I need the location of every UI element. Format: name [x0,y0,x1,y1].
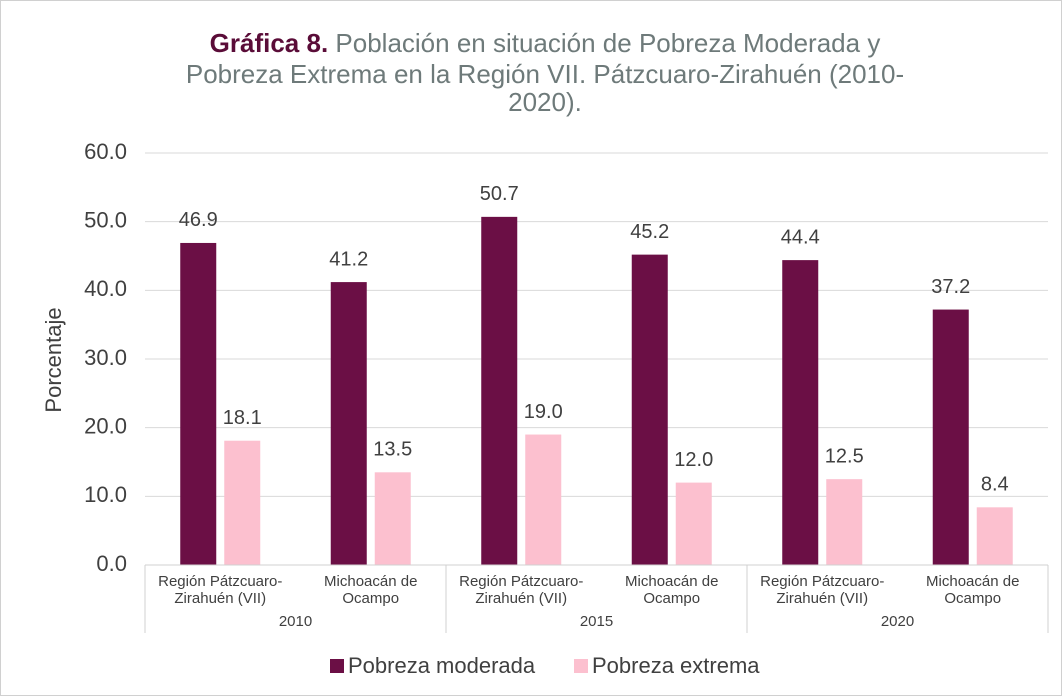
label-line: Región Pátzcuaro- [158,573,282,590]
bar [224,440,261,565]
label-line: Zirahuén (VII) [475,590,567,607]
y-tick-label: 50.0 [84,207,127,232]
y-axis-label: Porcentaje [41,307,66,412]
y-tick-label: 40.0 [84,276,127,301]
bar [374,472,411,565]
y-tick-label: 20.0 [84,413,127,438]
value-label: 8.4 [981,474,1009,496]
title-line: Población en situación de Pobreza Modera… [335,28,880,58]
value-label: 18.1 [223,407,262,429]
legend-swatch [330,659,344,673]
value-label: 13.5 [373,439,412,461]
label-line: Ocampo [944,590,1001,607]
value-label: 50.7 [480,183,519,205]
value-label: 45.2 [630,221,669,243]
bar [782,260,819,565]
label-line: Región Pátzcuaro- [459,573,583,590]
value-label: 44.4 [781,226,820,248]
group-label: 2020 [881,613,914,630]
label-line: Región Pátzcuaro- [760,573,884,590]
legend-swatch [574,659,588,673]
y-tick-label: 10.0 [84,482,127,507]
value-label: 19.0 [524,401,563,423]
value-label: 41.2 [329,248,368,270]
x-tick-label: Región Pátzcuaro-Zirahuén (VII) [459,573,583,607]
x-tick-label: Michoacán de Ocampo [625,573,718,607]
label-line: Zirahuén (VII) [174,590,266,607]
y-tick-label: 0.0 [96,551,127,576]
label-line: Michoacán de [324,573,417,590]
legend-label: Pobreza extrema [592,653,760,678]
bar [481,216,518,566]
bar [675,482,712,565]
bar [976,507,1013,565]
bar [631,254,668,566]
label-line: Ocampo [342,590,399,607]
bar [932,309,969,565]
label-line: Michoacán de [926,573,1019,590]
group-label: 2015 [580,613,613,630]
bar [826,479,863,565]
x-tick-label: Michoacán de Ocampo [926,573,1019,607]
label-line: Ocampo [643,590,700,607]
value-label: 12.5 [825,445,864,467]
x-tick-label: Michoacán de Ocampo [324,573,417,607]
title-prefix: Gráfica 8. [210,28,329,58]
group-label: 2010 [279,613,312,630]
x-tick-label: Región Pátzcuaro-Zirahuén (VII) [158,573,282,607]
bar [330,282,367,565]
value-label: 37.2 [931,276,970,298]
legend-label: Pobreza moderada [348,653,536,678]
label-line: Zirahuén (VII) [776,590,868,607]
value-label: 46.9 [179,209,218,231]
value-label: 12.0 [674,449,713,471]
chart-title: Gráfica 8. Población en situación de Pob… [210,28,881,58]
x-tick-label: Región Pátzcuaro-Zirahuén (VII) [760,573,884,607]
title-line: 2020). [508,87,582,117]
title-line: Pobreza Extrema en la Región VII. Pátzcu… [186,59,904,89]
bar [180,242,217,565]
y-tick-label: 60.0 [84,139,127,164]
y-tick-label: 30.0 [84,345,127,370]
bar [525,434,562,565]
label-line: Michoacán de [625,573,718,590]
